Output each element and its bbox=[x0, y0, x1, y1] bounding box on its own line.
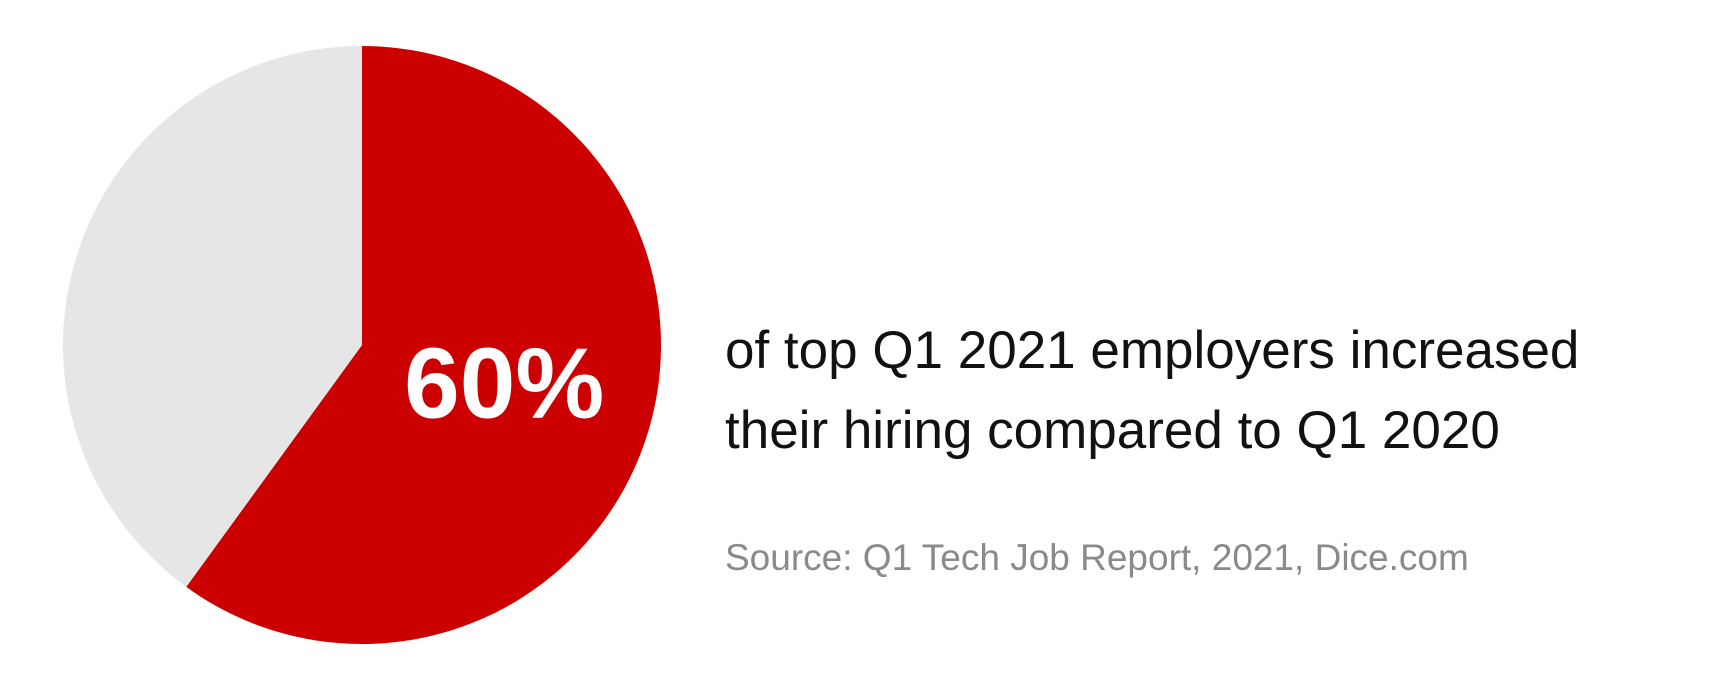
annotation-line: of top Q1 2021 employers increased bbox=[725, 321, 1579, 380]
source: Source: Q1 Tech Job Report, 2021, Dice.c… bbox=[725, 537, 1469, 578]
pie-slice bbox=[63, 46, 363, 587]
annotation-line: their hiring compared to Q1 2020 bbox=[725, 401, 1500, 460]
value-label: 60% bbox=[404, 328, 604, 440]
pie bbox=[63, 46, 661, 644]
pie-slice bbox=[186, 46, 661, 644]
